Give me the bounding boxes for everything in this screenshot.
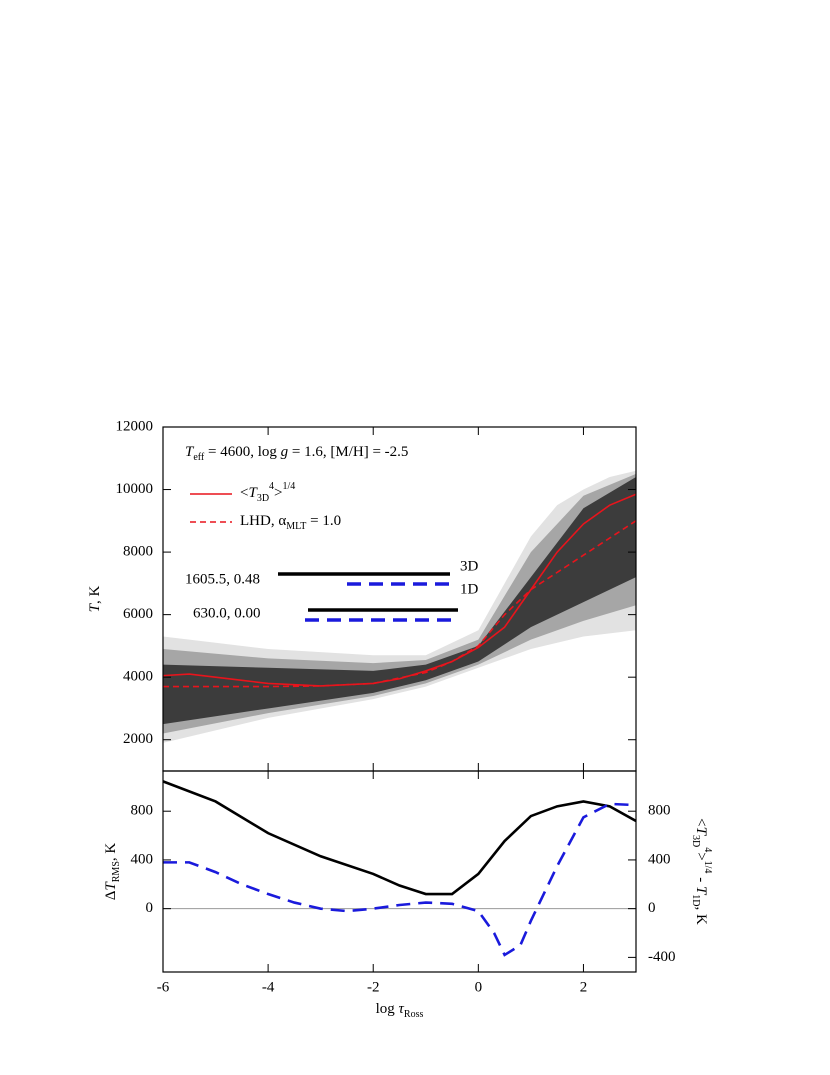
- y2-tick-label: -400: [648, 949, 676, 965]
- text-part: <: [693, 818, 709, 826]
- y2-tick-label: 400: [648, 851, 671, 867]
- text-part: 1/4: [283, 481, 296, 492]
- text-part: α: [278, 513, 286, 529]
- y-axis-label: ΔTRMS, K: [103, 843, 122, 901]
- density-band: [163, 477, 636, 725]
- marker-legend-label: 1D: [460, 581, 479, 597]
- text-part: 4: [702, 847, 713, 852]
- chart-title: Teff = 4600, log g = 1.6, [M/H] = -2.5: [185, 444, 408, 463]
- plot-frame: [162, 770, 637, 973]
- text-part: T: [248, 485, 258, 501]
- text-part: >: [693, 852, 709, 860]
- text-part: 4: [269, 481, 274, 492]
- y-tick-label: 8000: [123, 544, 153, 560]
- x-tick-label: 2: [580, 979, 588, 995]
- text-part: 1D: [690, 894, 701, 906]
- text-part: T: [693, 827, 709, 837]
- y2-axis-label: <T3D4>1/4 - T1D, K: [690, 818, 713, 925]
- text-part: = 4600, log: [204, 444, 280, 460]
- text-part: T: [693, 886, 709, 896]
- y-tick-label: 0: [146, 900, 154, 916]
- y-tick-label: 2000: [123, 731, 153, 747]
- x-tick-label: 0: [475, 979, 483, 995]
- series-line: [163, 520, 637, 688]
- text-part: >: [274, 485, 282, 501]
- text-part: MLT: [286, 521, 306, 532]
- y-axis-label: T, K: [87, 586, 103, 613]
- text-part: <: [240, 485, 248, 501]
- text-part: LHD,: [240, 513, 278, 529]
- annotation: 630.0, 0.00: [193, 605, 261, 621]
- text-part: , K: [103, 843, 119, 862]
- marker-legend-label: 3D: [460, 558, 479, 574]
- text-part: Δ: [103, 890, 119, 900]
- legend-label: <T3D4>1/4: [240, 481, 295, 504]
- x-tick-label: -6: [157, 979, 170, 995]
- text-part: Ross: [404, 1009, 424, 1020]
- series-line: [163, 802, 637, 957]
- text-part: τ: [399, 1001, 405, 1017]
- y-tick-label: 10000: [116, 481, 154, 497]
- text-part: T: [87, 602, 103, 612]
- legend-label: LHD, αMLT = 1.0: [240, 513, 341, 532]
- y-tick-label: 800: [131, 803, 154, 819]
- text-part: T: [185, 444, 195, 460]
- text-part: 1/4: [702, 861, 713, 874]
- text-part: = 1.6, [M/H] = -2.5: [288, 444, 408, 460]
- series-line: [162, 493, 637, 687]
- text-part: g: [281, 444, 289, 460]
- x-tick-label: -4: [262, 979, 275, 995]
- y2-tick-label: 800: [648, 803, 671, 819]
- y-tick-label: 12000: [116, 418, 154, 434]
- y2-tick-label: 0: [648, 900, 656, 916]
- annotation: 1605.5, 0.48: [185, 571, 260, 587]
- y-tick-label: 4000: [123, 669, 153, 685]
- text-part: -: [693, 873, 709, 886]
- x-axis-label: log τRoss: [376, 1001, 424, 1020]
- y-tick-label: 6000: [123, 606, 153, 622]
- text-part: = 1.0: [306, 513, 341, 529]
- text-part: RMS: [111, 861, 122, 882]
- y-tick-label: 400: [131, 851, 154, 867]
- text-part: T: [103, 881, 119, 891]
- x-tick-label: -2: [367, 979, 380, 995]
- text-part: log: [376, 1001, 399, 1017]
- text-part: , K: [693, 907, 709, 926]
- text-part: eff: [193, 452, 205, 463]
- text-part: 3D: [690, 835, 701, 847]
- text-part: 3D: [257, 493, 269, 504]
- series-line: [162, 780, 637, 896]
- text-part: , K: [87, 586, 103, 605]
